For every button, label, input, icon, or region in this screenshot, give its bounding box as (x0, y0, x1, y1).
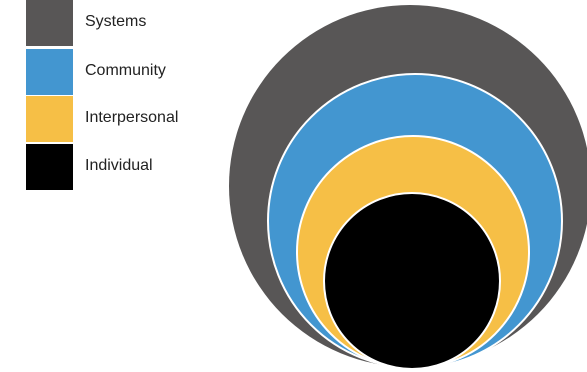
legend-item-interpersonal: Interpersonal (26, 96, 326, 142)
legend-item-individual: Individual (26, 144, 326, 190)
legend-swatch-individual (26, 144, 73, 190)
legend-item-community: Community (26, 49, 326, 95)
individual-circle (323, 192, 501, 370)
legend-label-interpersonal: Interpersonal (85, 109, 179, 126)
legend-item-systems: Systems (26, 0, 326, 46)
legend-label-systems: Systems (85, 13, 147, 30)
legend-label-individual: Individual (85, 157, 153, 174)
legend-swatch-interpersonal (26, 96, 73, 142)
legend-label-community: Community (85, 62, 166, 79)
legend-swatch-systems (26, 0, 73, 46)
legend-swatch-community (26, 49, 73, 95)
